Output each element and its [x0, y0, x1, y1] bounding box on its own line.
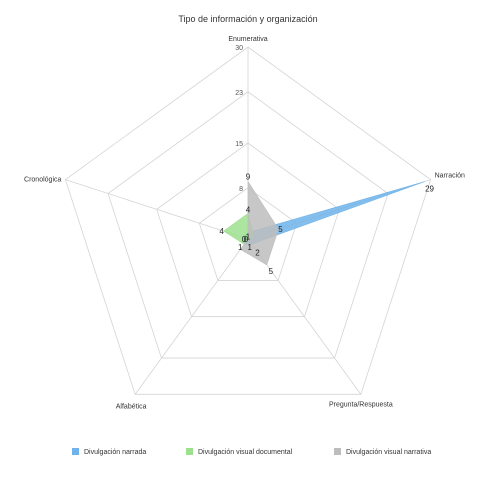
- data-label: 29: [425, 185, 434, 194]
- grid-ring-0: [198, 187, 298, 281]
- grid-ring-3: [64, 46, 432, 395]
- data-label: 1: [238, 243, 243, 252]
- data-label: 0: [244, 235, 249, 244]
- legend-item: Divulgación narrada: [72, 448, 146, 456]
- axis-line-3: [134, 238, 249, 395]
- data-label: 9: [246, 172, 251, 181]
- axis-label: Cronológica: [24, 177, 61, 184]
- data-label: 5: [269, 267, 274, 276]
- grid-ring-1: [156, 142, 340, 318]
- axis-line-4: [65, 179, 249, 240]
- data-label: 5: [278, 225, 283, 234]
- tick-label: 8: [239, 186, 243, 193]
- legend-swatch: [334, 448, 341, 455]
- axis-label: Alfabética: [116, 403, 147, 410]
- legend-label: Divulgación narrada: [84, 449, 146, 456]
- data-label: 1: [246, 233, 251, 242]
- axis-label: Narración: [435, 173, 465, 180]
- series-area-2: [240, 180, 279, 266]
- data-label: 1: [248, 243, 253, 252]
- tick-label: 15: [235, 141, 243, 148]
- legend-label: Divulgación visual documental: [198, 449, 293, 456]
- legend-label: Divulgación visual narrativa: [346, 449, 431, 456]
- radar-tick-labels: 8 15 23 30: [235, 45, 243, 193]
- radar-axis-labels: Enumerativa Narración Pregunta/Respuesta Al…: [24, 36, 465, 410]
- chart-title: Tipo de información y organización: [178, 14, 317, 24]
- axis-label: Enumerativa: [228, 36, 267, 43]
- axis-label: Pregunta/Respuesta: [329, 401, 393, 408]
- radar-series-areas: [223, 180, 425, 266]
- tick-label: 30: [235, 45, 243, 52]
- grid-ring-2: [107, 91, 389, 359]
- legend-item: Divulgación visual documental: [186, 448, 293, 456]
- chart-legend: Divulgación narrada Divulgación visual do…: [72, 448, 431, 456]
- data-label: 0: [242, 235, 247, 244]
- data-label: 4: [246, 205, 251, 214]
- legend-item: Divulgación visual narrativa: [334, 448, 431, 456]
- legend-swatch: [72, 448, 79, 455]
- tick-label: 23: [235, 90, 243, 97]
- data-label: 2: [255, 248, 260, 257]
- legend-swatch: [186, 448, 193, 455]
- data-label: 4: [219, 227, 224, 236]
